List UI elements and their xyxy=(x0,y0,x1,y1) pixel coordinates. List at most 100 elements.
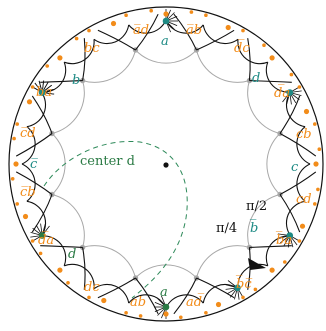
black-arc xyxy=(97,29,136,51)
orange-dot xyxy=(297,239,302,243)
edge-label-d-right: d xyxy=(252,71,260,86)
orange-dot xyxy=(215,301,222,308)
vertex-star xyxy=(31,80,55,96)
gray-arc xyxy=(82,49,136,83)
black-arc xyxy=(296,163,311,202)
orange-dot xyxy=(12,136,16,141)
black-arc xyxy=(237,39,268,65)
orange-dot xyxy=(138,314,143,318)
black-arc xyxy=(173,13,197,51)
angle-label-pi-half: π/2 xyxy=(246,199,267,214)
edge-label-cb-bar: c̅b xyxy=(20,185,36,200)
black-arc xyxy=(15,133,53,157)
gray-arc xyxy=(51,80,85,134)
black-arc xyxy=(26,91,47,128)
orange-dot xyxy=(299,223,306,229)
edge-label-dc: dc xyxy=(84,280,100,295)
black-arc xyxy=(21,126,36,165)
edge-label-cb: cb xyxy=(296,127,312,142)
orange-dot xyxy=(317,147,322,151)
gray-polygon-arcs xyxy=(49,47,283,281)
black-arc xyxy=(41,62,67,93)
black-arc xyxy=(93,24,130,45)
orange-dot xyxy=(38,251,43,256)
black-arc xyxy=(21,163,36,202)
black-arc xyxy=(93,283,130,304)
dashed-center-circle xyxy=(43,140,188,299)
orange-dot xyxy=(316,187,320,192)
black-arc xyxy=(196,29,235,51)
edge-label-a-bottom: a xyxy=(160,285,168,300)
edge-label-b-left: b xyxy=(72,73,80,88)
black-arc xyxy=(165,294,204,309)
orange-dot xyxy=(10,177,15,181)
edge-label-da-bar-top: d̅a xyxy=(274,84,290,101)
black-arc xyxy=(40,245,83,248)
orange-dot xyxy=(13,161,19,167)
orange-dot xyxy=(204,13,208,17)
edge-label-bc-bar: b̅c̅ xyxy=(235,275,252,292)
vertex-star xyxy=(277,232,301,248)
gray-arc xyxy=(82,245,136,279)
poincare-disk-boundary xyxy=(8,6,324,322)
black-arc xyxy=(237,263,268,289)
black-arc xyxy=(296,126,311,165)
orange-dot xyxy=(241,28,245,33)
orange-dot xyxy=(30,85,35,89)
angle-label-pi-quarter: π/4 xyxy=(216,221,237,236)
black-arc xyxy=(26,200,47,237)
black-arc xyxy=(15,171,53,195)
gray-arc xyxy=(266,133,281,195)
edge-label-b-bar: b̅ xyxy=(249,219,258,236)
orange-dot xyxy=(110,20,117,27)
edge-label-dc-bar: d̅c xyxy=(234,39,250,56)
orange-dot xyxy=(289,72,294,77)
vertex-star xyxy=(154,295,170,319)
orange-dot xyxy=(74,36,79,41)
vertex-star xyxy=(30,223,50,242)
orange-dot xyxy=(297,85,302,89)
edge-label-ab-bar: a̅b xyxy=(186,23,202,38)
orange-dot xyxy=(66,281,70,285)
gray-arc xyxy=(135,49,197,64)
black-arc xyxy=(285,91,306,128)
orange-dot xyxy=(87,295,91,300)
gray-arc xyxy=(196,245,250,279)
orange-dot xyxy=(15,122,19,126)
orange-dots xyxy=(10,8,322,320)
edge-label-c: c xyxy=(291,160,299,175)
edge-label-cd: cd xyxy=(296,192,312,207)
orange-dot xyxy=(57,55,63,61)
orange-dot xyxy=(204,311,208,315)
orange-dot xyxy=(87,28,91,33)
black-arc xyxy=(202,283,239,304)
black-arc xyxy=(285,200,306,237)
edge-label-ad-bar-bottom: ad̅ xyxy=(186,293,204,310)
gray-arc xyxy=(247,80,281,134)
gray-arc xyxy=(51,194,85,248)
orange-dot xyxy=(45,64,49,68)
black-arc xyxy=(97,277,136,299)
black-arc xyxy=(64,263,95,289)
orange-dot xyxy=(30,239,35,243)
orange-dot xyxy=(269,267,275,273)
orange-dot xyxy=(179,315,183,320)
black-arc xyxy=(64,39,95,65)
edge-label-da-bar-bottom: d̅a xyxy=(38,231,54,248)
edge-label-ba: ba xyxy=(36,85,52,100)
orange-dot xyxy=(26,99,33,105)
black-arc xyxy=(173,277,197,315)
edge-label-ad-bar: a̅d xyxy=(133,23,149,38)
center-point xyxy=(163,162,169,168)
orange-dot xyxy=(57,267,63,273)
black-arc xyxy=(41,235,67,266)
orange-dot xyxy=(269,55,275,61)
black-arc xyxy=(279,133,317,157)
black-arc xyxy=(202,24,239,45)
orange-dot xyxy=(124,13,128,17)
orange-dot xyxy=(303,108,310,115)
orange-dot xyxy=(149,8,153,13)
vertex-star xyxy=(225,280,244,300)
orange-dot xyxy=(124,311,128,315)
